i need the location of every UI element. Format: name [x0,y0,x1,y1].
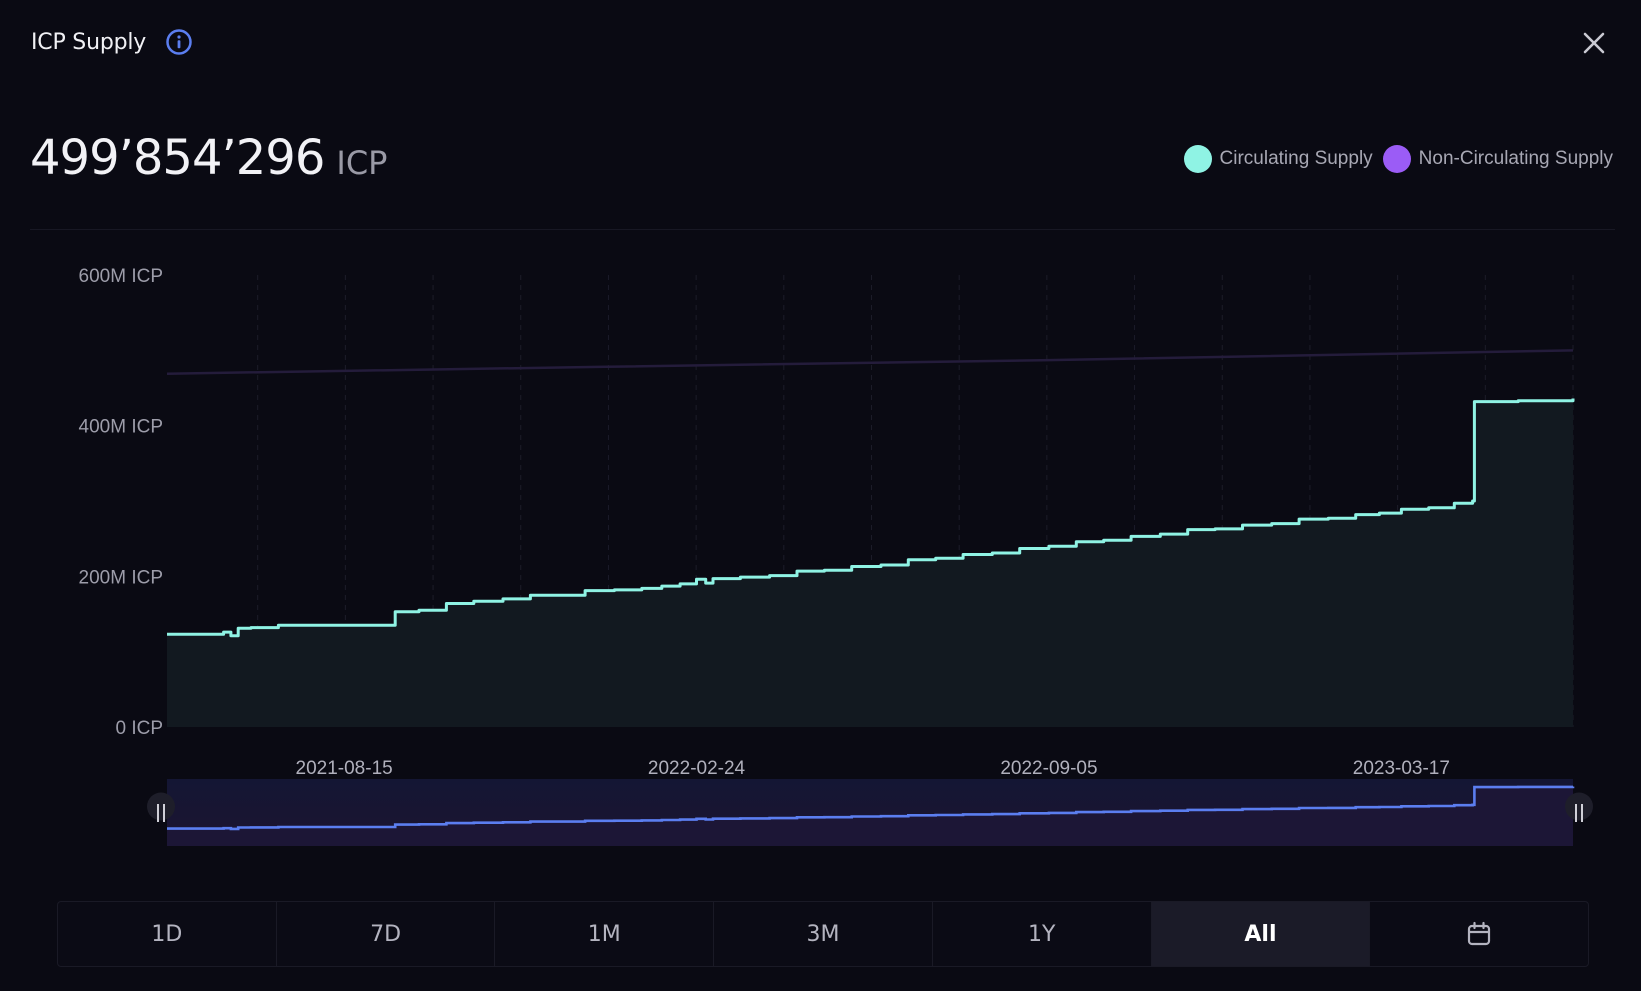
handle-knob [1565,792,1593,821]
non-circulating-legend-dot [1382,145,1411,173]
x-tick-label: 2022-02-24 [648,758,746,779]
y-tick-label: 0 ICP [115,718,163,739]
range-btn-1d[interactable]: 1D [58,902,277,966]
calendar-icon [1468,921,1491,946]
y-tick-label: 200M ICP [79,567,163,588]
info-icon[interactable] [164,27,194,57]
x-tick-label: 2023-03-17 [1353,758,1450,779]
range-btn-all[interactable]: All [1151,902,1371,966]
range-btn-1y[interactable]: 1Y [933,902,1152,966]
legend-item-non-circulating[interactable]: Non-Circulating Supply [1382,145,1613,173]
total-supply-line [166,349,1574,375]
range-navigator[interactable] [147,779,1593,846]
chart-plot-area [166,349,1575,727]
navigator-line [167,785,1575,831]
y-axis: 0 ICP 200M ICP 400M ICP 600M ICP [79,266,163,739]
x-tick-label: 2022-09-05 [1000,758,1097,779]
modal-title: ICP Supply [31,29,147,55]
supply-chart: 0 ICP 200M ICP 400M ICP 600M ICP 2021-08-15… [79,266,1593,846]
range-btn-7d[interactable]: 7D [277,902,496,966]
handle-knob [147,792,175,821]
circulating-area [167,398,1573,727]
legend-item-circulating[interactable]: Circulating Supply [1183,145,1373,173]
modal-header: ICP Supply [31,22,194,62]
y-tick-label: 400M ICP [79,417,163,438]
close-icon[interactable] [1577,26,1611,60]
legend-label-non-circulating: Non-Circulating Supply [1418,148,1613,169]
range-btn-1m[interactable]: 1M [495,902,715,966]
circulating-supply-line [167,398,1575,638]
header-divider [30,229,1615,230]
calendar-button[interactable] [1370,902,1588,966]
navigator-area [167,786,1573,846]
total-supply-unit: ICP [336,144,388,182]
total-supply-number: 499’854’296 [30,130,325,186]
total-supply-value: 499’854’296 ICP [30,130,387,186]
circulating-legend-dot [1183,145,1212,173]
navigator-handle-left[interactable] [147,792,175,823]
x-tick-label: 2021-08-15 [296,758,393,779]
range-selector: 1D 7D 1M 3M 1Y All [57,901,1589,967]
legend-label-circulating: Circulating Supply [1219,148,1373,169]
y-tick-label: 600M ICP [79,266,163,287]
range-btn-3m[interactable]: 3M [714,902,933,966]
x-axis: 2021-08-15 2022-02-24 2022-09-05 2023-03-17 [296,758,1450,779]
navigator-handle-right[interactable] [1565,792,1593,823]
chart-legend: Circulating Supply Non-Circulating Suppl… [1183,145,1613,173]
